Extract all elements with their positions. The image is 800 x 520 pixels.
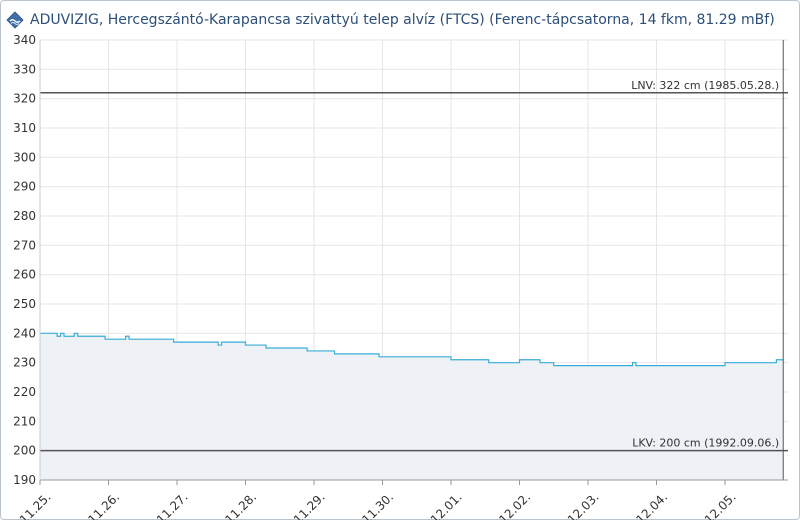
reference-lines: LNV: 322 cm (1985.05.28.) LKV: 200 cm (19… — [40, 40, 788, 480]
y-tick-label: 230 — [13, 356, 36, 370]
x-tick-label: 12.03. — [565, 490, 602, 520]
y-tick-label: 340 — [13, 33, 36, 47]
y-tick-label: 280 — [13, 209, 36, 223]
y-tick-label: 200 — [13, 444, 36, 458]
y-tick-label: 210 — [13, 414, 36, 428]
reference-label: LKV: 200 cm (1992.09.06.) — [632, 437, 779, 450]
series-line — [40, 332, 784, 367]
x-tick-label: 11.25. — [17, 490, 54, 520]
x-tick-label: 12.05. — [702, 490, 739, 520]
x-tick-label: 11.26. — [85, 490, 122, 520]
aduvizig-logo-icon — [6, 11, 24, 29]
x-tick-label: 12.01. — [428, 490, 465, 520]
area-layer — [40, 333, 784, 480]
y-tick-label: 310 — [13, 121, 36, 135]
x-tick-label: 11.29. — [291, 490, 328, 520]
y-tick-label: 260 — [13, 268, 36, 282]
y-tick-label: 250 — [13, 297, 36, 311]
y-tick-label: 330 — [13, 62, 36, 76]
y-tick-label: 220 — [13, 385, 36, 399]
axes — [39, 40, 788, 485]
y-tick-label: 300 — [13, 150, 36, 164]
line-layer — [40, 332, 784, 367]
x-tick-label: 11.27. — [154, 490, 191, 520]
x-tick-label: 11.28. — [222, 490, 259, 520]
reference-label: LNV: 322 cm (1985.05.28.) — [631, 79, 779, 92]
y-tick-label: 270 — [13, 238, 36, 252]
y-tick-label: 240 — [13, 326, 36, 340]
chart-header: ADUVIZIG, Hercegszántó-Karapancsa szivat… — [6, 8, 775, 32]
series-area — [40, 333, 784, 480]
y-tick-label: 190 — [13, 473, 36, 487]
x-tick-label: 12.02. — [496, 490, 533, 520]
x-tick-label: 11.30. — [359, 490, 396, 520]
x-tick-label: 12.04. — [633, 490, 670, 520]
y-tick-label: 320 — [13, 92, 36, 106]
chart-title: ADUVIZIG, Hercegszántó-Karapancsa szivat… — [30, 12, 775, 28]
y-tick-label: 290 — [13, 180, 36, 194]
